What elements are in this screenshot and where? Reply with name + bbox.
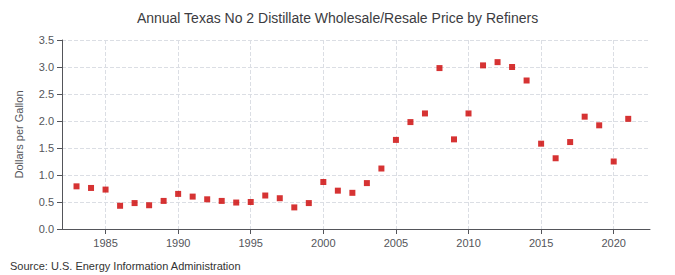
svg-text:0.5: 0.5 [39,196,54,208]
svg-text:Dollars per Gallon: Dollars per Gallon [13,90,25,178]
svg-text:2010: 2010 [456,237,480,249]
svg-text:1.0: 1.0 [39,169,54,181]
svg-text:2020: 2020 [601,237,625,249]
svg-text:3.5: 3.5 [39,34,54,46]
svg-text:1995: 1995 [238,237,262,249]
svg-text:2.0: 2.0 [39,115,54,127]
svg-text:Annual Texas No 2 Distillate W: Annual Texas No 2 Distillate Wholesale/R… [137,10,538,26]
svg-text:2.5: 2.5 [39,88,54,100]
svg-text:3.0: 3.0 [39,61,54,73]
svg-text:1985: 1985 [93,237,117,249]
svg-text:1990: 1990 [166,237,190,249]
svg-text:0.0: 0.0 [39,223,54,235]
svg-text:2015: 2015 [529,237,553,249]
svg-text:2000: 2000 [311,237,335,249]
svg-text:1.5: 1.5 [39,142,54,154]
svg-text:Source: U.S. Energy Informatio: Source: U.S. Energy Information Administ… [10,260,241,272]
svg-text:2005: 2005 [384,237,408,249]
